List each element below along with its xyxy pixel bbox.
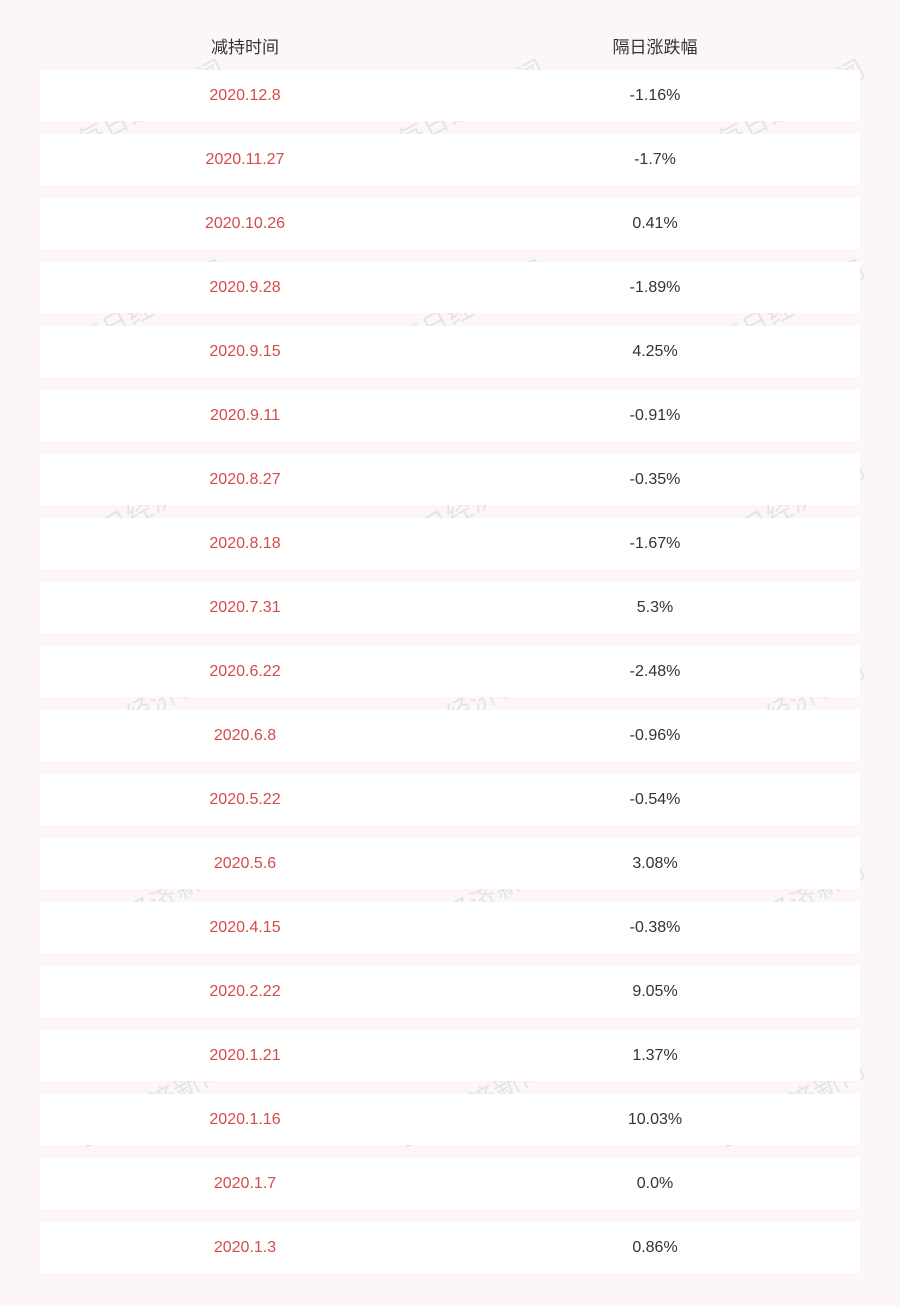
cell-change: -0.54% — [450, 791, 860, 809]
table-header: 减持时间 隔日涨跌幅 — [40, 20, 860, 70]
cell-date: 2020.12.8 — [40, 87, 450, 105]
cell-change: 0.41% — [450, 215, 860, 233]
cell-date: 2020.10.26 — [40, 215, 450, 233]
cell-change: -0.35% — [450, 471, 860, 489]
cell-date: 2020.7.31 — [40, 599, 450, 617]
cell-date: 2020.1.16 — [40, 1111, 450, 1129]
cell-change: 0.0% — [450, 1175, 860, 1193]
table-row: 2020.9.28-1.89% — [40, 262, 860, 313]
cell-change: -1.7% — [450, 151, 860, 169]
cell-date: 2020.8.18 — [40, 535, 450, 553]
cell-date: 2020.1.3 — [40, 1239, 450, 1257]
cell-change: -0.96% — [450, 727, 860, 745]
cell-date: 2020.1.7 — [40, 1175, 450, 1193]
table-row: 2020.5.63.08% — [40, 838, 860, 889]
cell-date: 2020.8.27 — [40, 471, 450, 489]
cell-date: 2020.5.6 — [40, 855, 450, 873]
cell-change: -1.89% — [450, 279, 860, 297]
table-row: 2020.9.11-0.91% — [40, 390, 860, 441]
cell-change: -1.16% — [450, 87, 860, 105]
cell-date: 2020.2.22 — [40, 983, 450, 1001]
cell-change: 0.86% — [450, 1239, 860, 1257]
table-row: 2020.1.30.86% — [40, 1222, 860, 1273]
cell-change: -0.91% — [450, 407, 860, 425]
cell-change: -0.38% — [450, 919, 860, 937]
table-row: 2020.1.70.0% — [40, 1158, 860, 1209]
cell-date: 2020.1.21 — [40, 1047, 450, 1065]
cell-change: -2.48% — [450, 663, 860, 681]
cell-date: 2020.9.28 — [40, 279, 450, 297]
table-row: 2020.10.260.41% — [40, 198, 860, 249]
cell-change: 9.05% — [450, 983, 860, 1001]
table-row: 2020.7.315.3% — [40, 582, 860, 633]
table-row: 2020.4.15-0.38% — [40, 902, 860, 953]
cell-date: 2020.4.15 — [40, 919, 450, 937]
header-column-change: 隔日涨跌幅 — [450, 33, 860, 58]
cell-date: 2020.5.22 — [40, 791, 450, 809]
table-row: 2020.1.211.37% — [40, 1030, 860, 1081]
table-container: 减持时间 隔日涨跌幅 2020.12.8-1.16% 2020.11.27-1.7… — [0, 0, 900, 1306]
table-row: 2020.8.27-0.35% — [40, 454, 860, 505]
table-row: 2020.1.1610.03% — [40, 1094, 860, 1145]
table-row: 2020.11.27-1.7% — [40, 134, 860, 185]
cell-date: 2020.9.15 — [40, 343, 450, 361]
table-row: 2020.6.8-0.96% — [40, 710, 860, 761]
cell-change: 5.3% — [450, 599, 860, 617]
cell-date: 2020.9.11 — [40, 407, 450, 425]
table-row: 2020.2.229.05% — [40, 966, 860, 1017]
cell-date: 2020.11.27 — [40, 151, 450, 169]
cell-date: 2020.6.8 — [40, 727, 450, 745]
cell-change: 3.08% — [450, 855, 860, 873]
table-row: 2020.6.22-2.48% — [40, 646, 860, 697]
cell-change: 1.37% — [450, 1047, 860, 1065]
table-body: 2020.12.8-1.16% 2020.11.27-1.7% 2020.10.26… — [40, 70, 860, 1273]
cell-change: -1.67% — [450, 535, 860, 553]
table-row: 2020.5.22-0.54% — [40, 774, 860, 825]
table-row: 2020.12.8-1.16% — [40, 70, 860, 121]
cell-change: 4.25% — [450, 343, 860, 361]
table-row: 2020.9.154.25% — [40, 326, 860, 377]
cell-date: 2020.6.22 — [40, 663, 450, 681]
header-column-date: 减持时间 — [40, 33, 450, 58]
table-row: 2020.8.18-1.67% — [40, 518, 860, 569]
cell-change: 10.03% — [450, 1111, 860, 1129]
